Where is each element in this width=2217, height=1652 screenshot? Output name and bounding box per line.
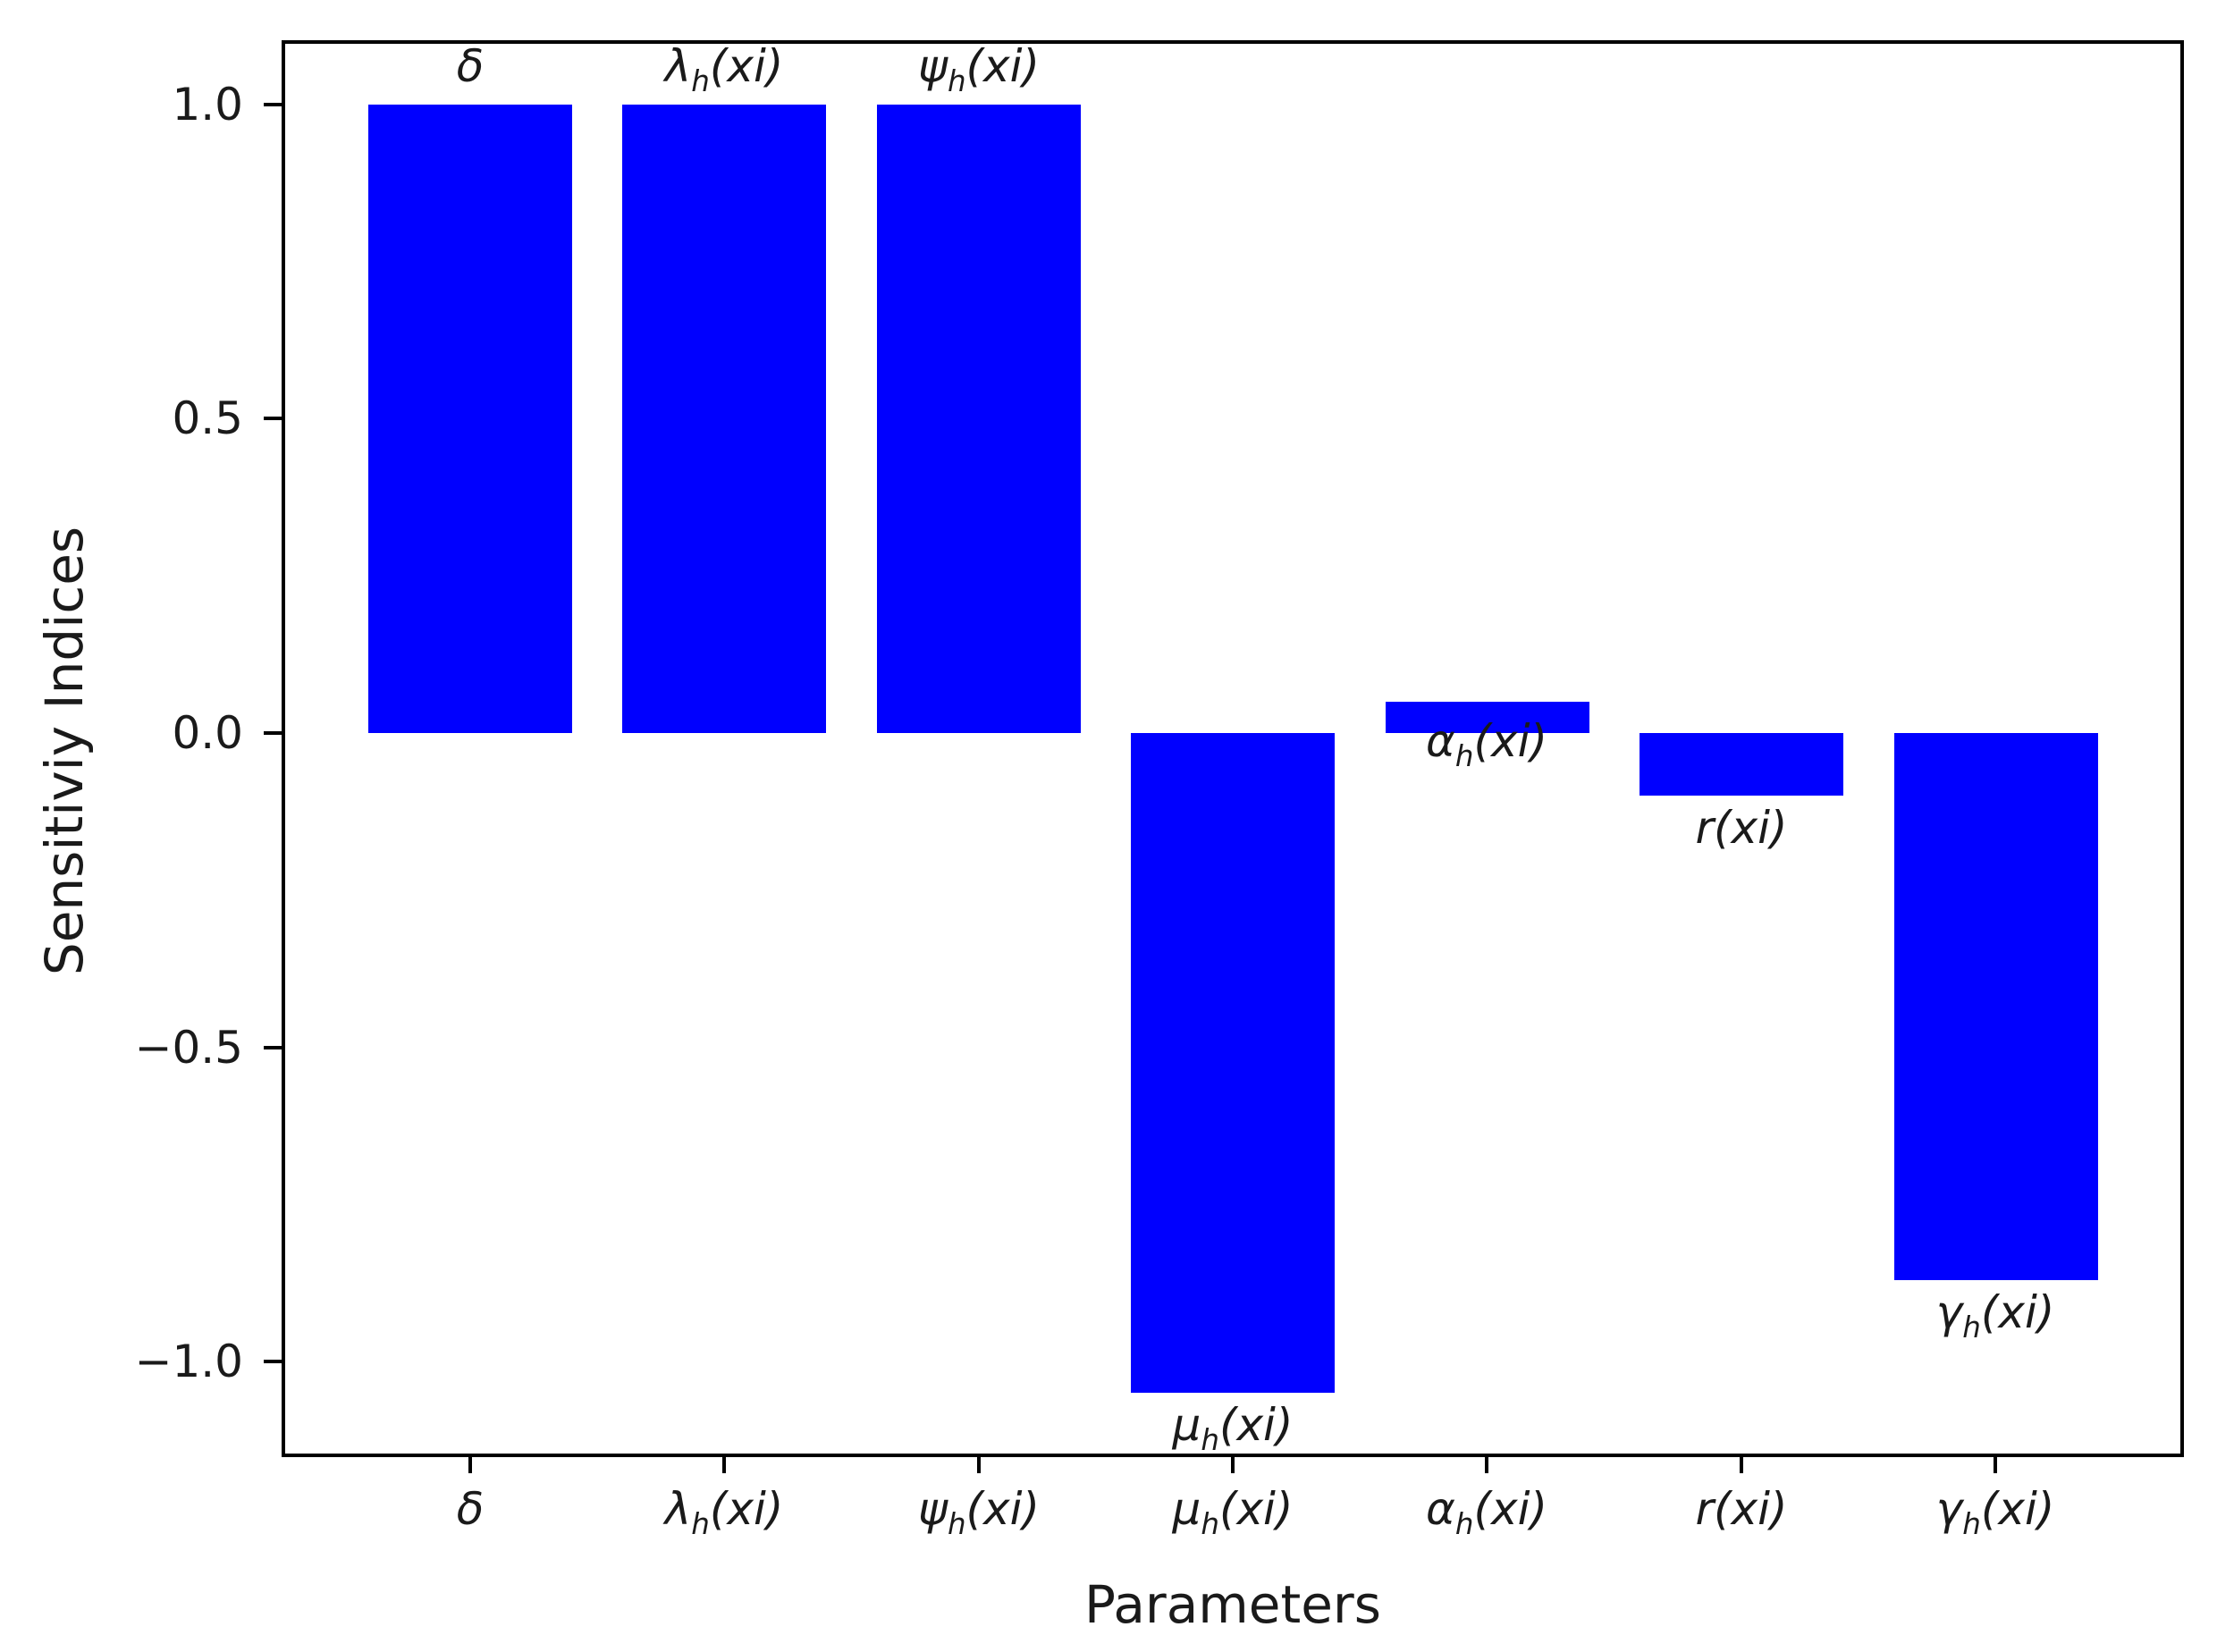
y-tick-label: 0.5 <box>172 392 243 444</box>
y-tick-mark <box>264 731 282 735</box>
x-tick-mark <box>1231 1457 1235 1473</box>
x-tick-label-delta: δ <box>456 1483 485 1535</box>
x-tick-label-lambda-h: λh(xi) <box>664 1483 784 1541</box>
bar-gamma-h <box>1894 733 2098 1280</box>
x-tick-label-gamma-h: γh(xi) <box>1935 1483 2055 1541</box>
x-tick-mark <box>1485 1457 1488 1473</box>
y-tick-label: −1.0 <box>134 1336 243 1387</box>
y-tick-mark <box>264 103 282 106</box>
y-tick-label: 0.0 <box>172 707 243 759</box>
x-tick-mark <box>1994 1457 1997 1473</box>
x-tick-label-alpha-h: αh(xi) <box>1425 1483 1548 1541</box>
x-tick-label-mu-h: μh(xi) <box>1172 1483 1294 1541</box>
x-tick-mark <box>468 1457 472 1473</box>
bar-lambda-h <box>622 105 826 733</box>
y-tick-mark <box>264 1046 282 1049</box>
x-tick-mark <box>722 1457 726 1473</box>
bar-delta <box>368 105 572 733</box>
x-tick-label-psi-h: ψh(xi) <box>917 1483 1041 1541</box>
x-tick-label-r: r(xi) <box>1695 1483 1788 1535</box>
bar-label-lambda-h: λh(xi) <box>664 40 784 98</box>
bar-r <box>1640 733 1843 796</box>
y-tick-mark <box>264 1360 282 1363</box>
bar-alpha-h <box>1386 702 1589 733</box>
x-tick-mark <box>977 1457 981 1473</box>
x-axis-label: Parameters <box>1084 1574 1381 1635</box>
bar-label-gamma-h: γh(xi) <box>1935 1286 2055 1344</box>
y-tick-label: −0.5 <box>134 1022 243 1074</box>
bar-psi-h <box>877 105 1081 733</box>
y-tick-mark <box>264 417 282 420</box>
bar-mu-h <box>1131 733 1335 1393</box>
bar-label-mu-h: μh(xi) <box>1172 1399 1294 1457</box>
bar-label-psi-h: ψh(xi) <box>917 40 1041 98</box>
x-tick-mark <box>1740 1457 1743 1473</box>
bar-label-delta: δ <box>456 40 485 92</box>
bar-label-alpha-h: αh(xi) <box>1425 715 1548 773</box>
y-tick-label: 1.0 <box>172 79 243 131</box>
bar-label-r: r(xi) <box>1695 802 1788 854</box>
